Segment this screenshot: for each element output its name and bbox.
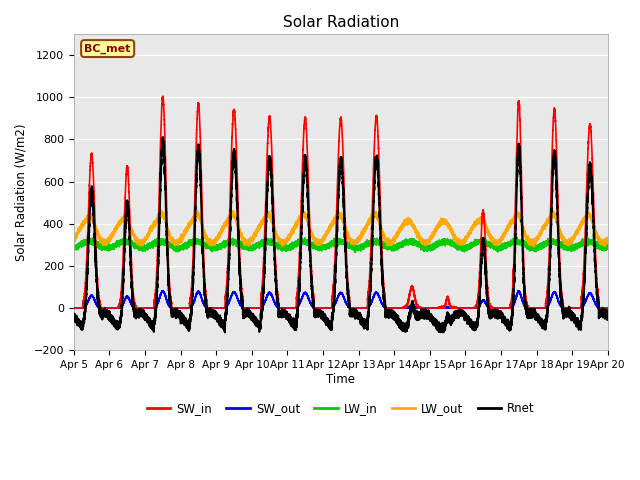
Legend: SW_in, SW_out, LW_in, LW_out, Rnet: SW_in, SW_out, LW_in, LW_out, Rnet: [142, 397, 540, 420]
Text: BC_met: BC_met: [84, 43, 131, 54]
Y-axis label: Solar Radiation (W/m2): Solar Radiation (W/m2): [15, 123, 28, 261]
X-axis label: Time: Time: [326, 372, 355, 386]
Title: Solar Radiation: Solar Radiation: [283, 15, 399, 30]
